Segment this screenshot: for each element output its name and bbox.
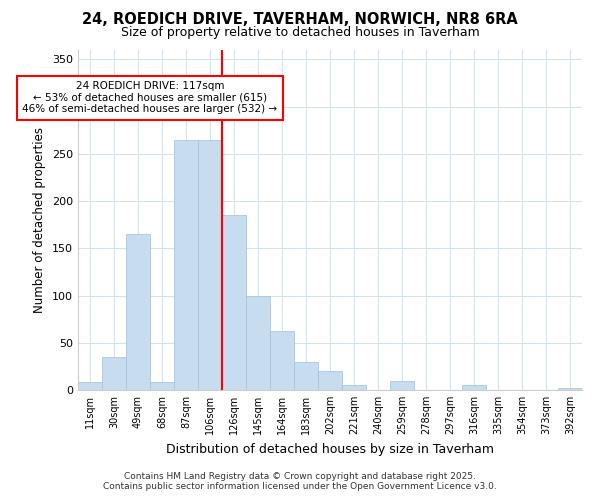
Text: 24, ROEDICH DRIVE, TAVERHAM, NORWICH, NR8 6RA: 24, ROEDICH DRIVE, TAVERHAM, NORWICH, NR…	[82, 12, 518, 28]
Bar	[102, 357, 126, 390]
Text: Size of property relative to detached houses in Taverham: Size of property relative to detached ho…	[121, 26, 479, 39]
Text: Contains public sector information licensed under the Open Government Licence v3: Contains public sector information licen…	[103, 482, 497, 491]
Bar	[222, 216, 246, 390]
Bar	[270, 332, 294, 390]
Bar	[342, 386, 366, 390]
Bar	[174, 140, 198, 390]
Bar	[294, 362, 318, 390]
Bar	[390, 380, 414, 390]
Bar	[198, 140, 222, 390]
Bar	[318, 371, 342, 390]
Text: 24 ROEDICH DRIVE: 117sqm
← 53% of detached houses are smaller (615)
46% of semi-: 24 ROEDICH DRIVE: 117sqm ← 53% of detach…	[22, 81, 278, 114]
Text: Contains HM Land Registry data © Crown copyright and database right 2025.: Contains HM Land Registry data © Crown c…	[124, 472, 476, 481]
Bar	[78, 382, 102, 390]
Bar	[462, 386, 486, 390]
X-axis label: Distribution of detached houses by size in Taverham: Distribution of detached houses by size …	[166, 442, 494, 456]
Bar	[126, 234, 150, 390]
Bar	[558, 388, 582, 390]
Bar	[246, 296, 270, 390]
Bar	[150, 382, 174, 390]
Y-axis label: Number of detached properties: Number of detached properties	[34, 127, 46, 313]
